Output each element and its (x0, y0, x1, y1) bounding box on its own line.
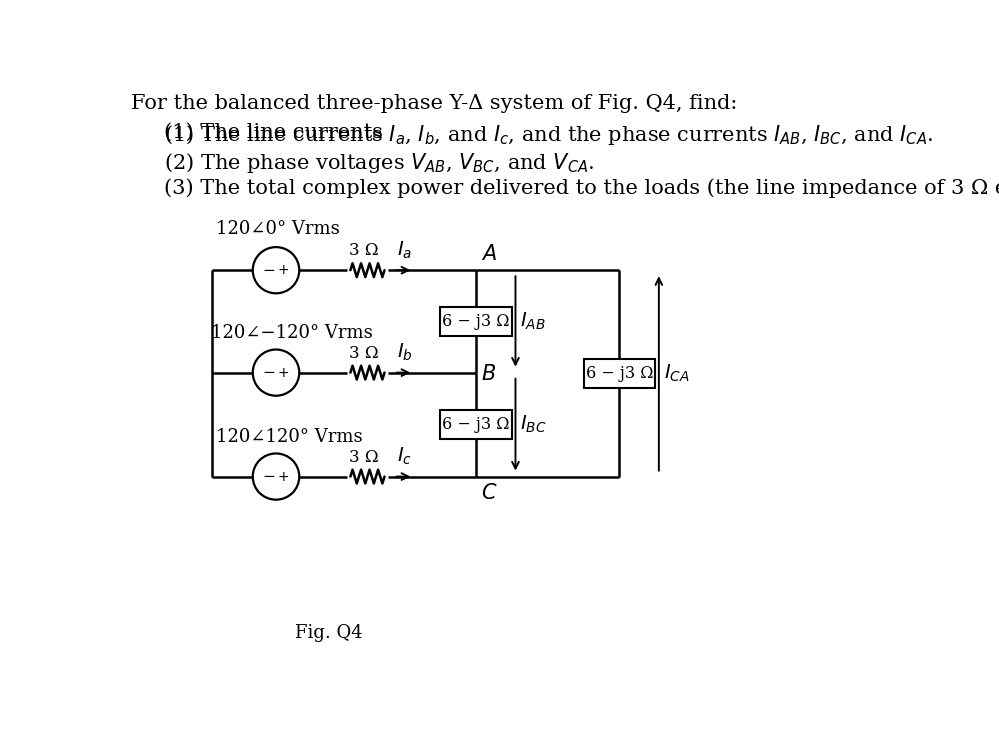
Text: $\mathbf{\mathit{I_a}}$: $\mathbf{\mathit{I_a}}$ (397, 240, 413, 261)
Text: 3 Ω: 3 Ω (349, 243, 379, 260)
Text: $\mathbf{\mathit{I_c}}$: $\mathbf{\mathit{I_c}}$ (397, 446, 412, 467)
Text: 120∠120° Vrms: 120∠120° Vrms (217, 428, 363, 446)
Text: 120∠0° Vrms: 120∠0° Vrms (217, 220, 340, 238)
Text: 6 − j3 Ω: 6 − j3 Ω (443, 313, 509, 330)
Text: −: − (263, 365, 276, 380)
Text: $\mathit{C}$: $\mathit{C}$ (481, 482, 498, 503)
Text: $\mathbf{\mathit{I_{BC}}}$: $\mathbf{\mathit{I_{BC}}}$ (520, 414, 546, 435)
Text: +: + (277, 469, 289, 484)
Text: $\mathit{B}$: $\mathit{B}$ (481, 364, 496, 385)
Text: (1) The line currents: (1) The line currents (164, 123, 390, 142)
Text: (2) The phase voltages $\mathbf{\mathit{V_{AB}}}$, $\mathbf{\mathit{V_{BC}}}$, a: (2) The phase voltages $\mathbf{\mathit{… (164, 151, 594, 175)
Text: 3 Ω: 3 Ω (349, 449, 379, 466)
Text: 6 − j3 Ω: 6 − j3 Ω (585, 365, 653, 382)
Text: $\mathbf{\mathit{I_b}}$: $\mathbf{\mathit{I_b}}$ (397, 342, 413, 363)
Text: Fig. Q4: Fig. Q4 (296, 624, 363, 643)
Text: $\mathbf{\mathit{I_{AB}}}$: $\mathbf{\mathit{I_{AB}}}$ (520, 311, 545, 332)
Text: $\mathit{A}$: $\mathit{A}$ (481, 244, 497, 264)
Text: (3) The total complex power delivered to the loads (the line impedance of 3 Ω ex: (3) The total complex power delivered to… (164, 178, 999, 198)
Text: For the balanced three-phase Y-Δ system of Fig. Q4, find:: For the balanced three-phase Y-Δ system … (131, 94, 737, 113)
Text: −: − (263, 469, 276, 484)
Text: 6 − j3 Ω: 6 − j3 Ω (443, 416, 509, 433)
Text: +: + (277, 263, 289, 277)
Text: 3 Ω: 3 Ω (349, 345, 379, 362)
Text: (1) The line currents $\mathbf{\mathit{I_a}}$, $\mathbf{\mathit{I_b}}$, and $\ma: (1) The line currents $\mathbf{\mathit{I… (164, 123, 933, 147)
Text: −: − (263, 262, 276, 278)
Text: 120∠−120° Vrms: 120∠−120° Vrms (211, 324, 373, 342)
Text: $\mathbf{\mathit{I_{CA}}}$: $\mathbf{\mathit{I_{CA}}}$ (663, 363, 689, 384)
Text: +: + (277, 366, 289, 379)
